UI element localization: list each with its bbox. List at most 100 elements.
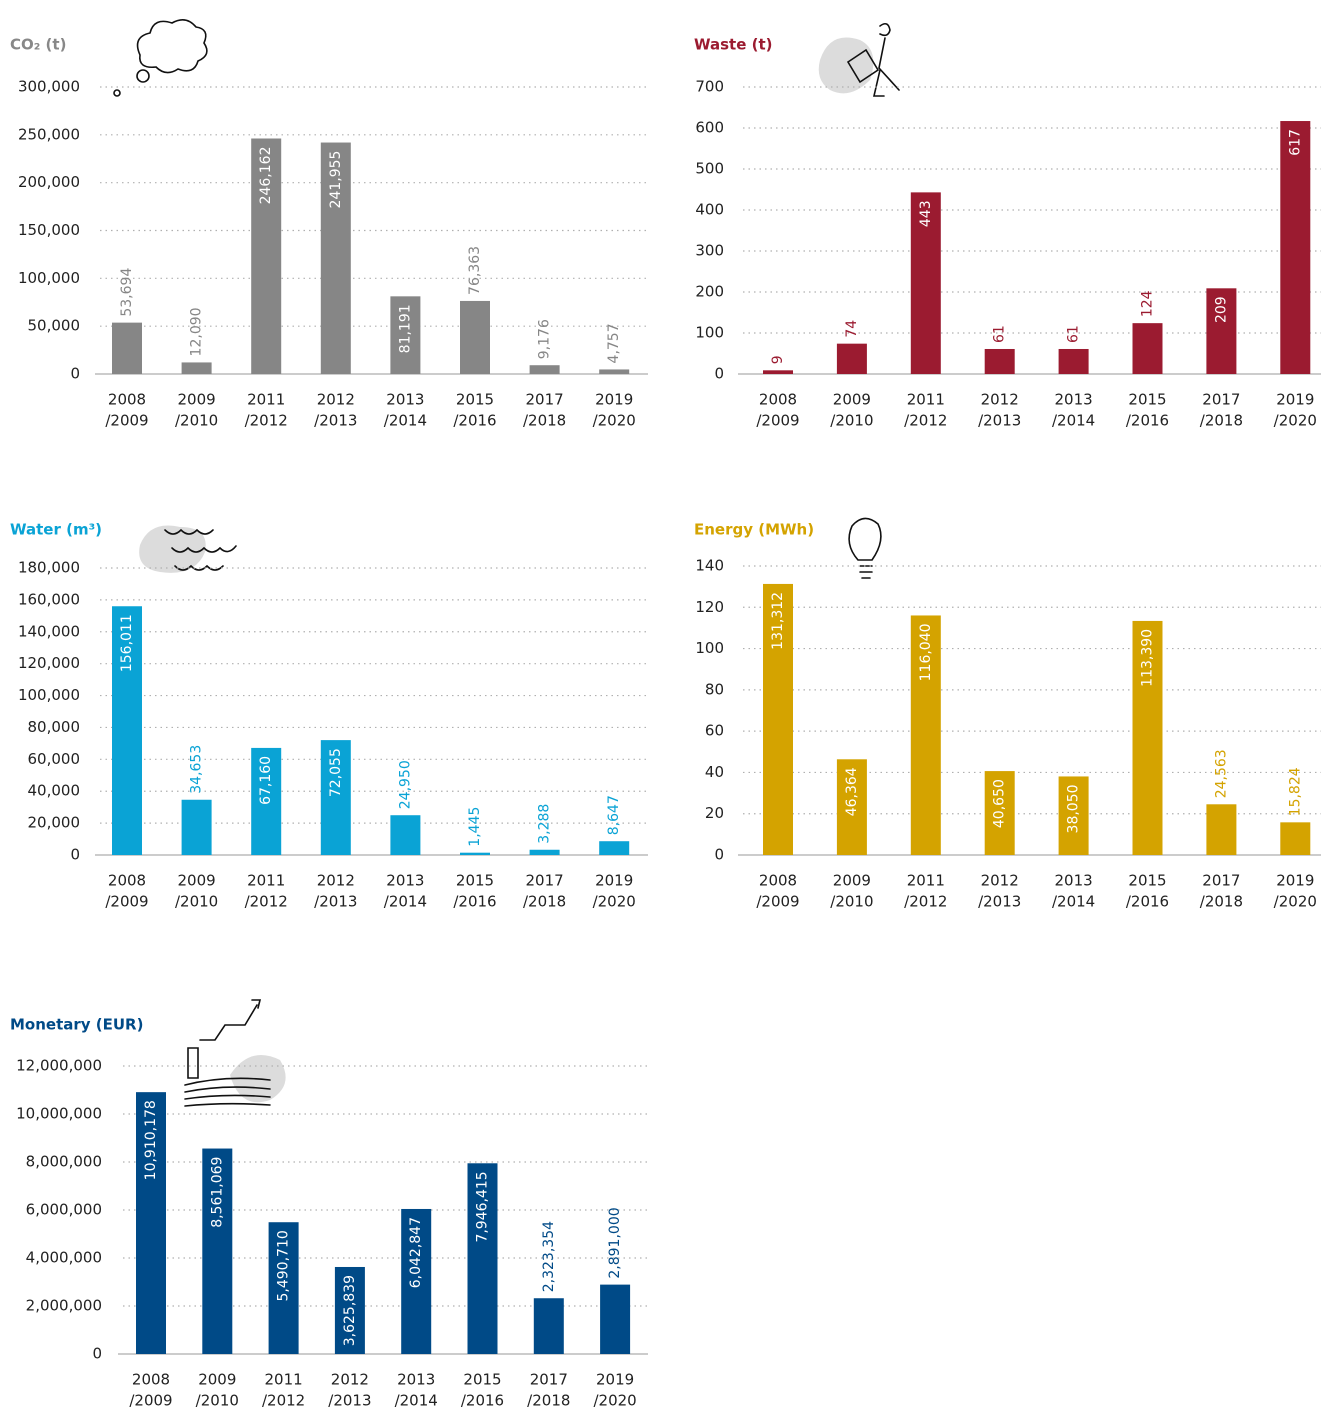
x-tick-label: /2014 — [384, 893, 427, 911]
value-label: 209 — [1213, 296, 1229, 323]
value-label: 113,390 — [1140, 629, 1156, 687]
y-tick-label: 2,000,000 — [26, 1297, 102, 1315]
value-label: 8,647 — [606, 795, 622, 835]
x-tick-label: 2015 — [1128, 872, 1166, 890]
x-tick-label: /2018 — [1200, 412, 1243, 430]
y-tick-label: 200,000 — [18, 173, 80, 191]
x-tick-label: /2010 — [196, 1392, 239, 1407]
x-tick-label: /2020 — [593, 893, 636, 911]
x-tick-label: 2013 — [397, 1371, 435, 1389]
x-tick-label: 2012 — [981, 391, 1019, 409]
bar — [533, 1298, 564, 1354]
value-label: 12,090 — [189, 307, 205, 356]
x-tick-label: 2008 — [108, 391, 146, 409]
x-tick-label: /2016 — [1126, 893, 1169, 911]
value-label: 241,955 — [328, 151, 344, 209]
y-tick-label: 4,000,000 — [26, 1249, 102, 1267]
value-label: 38,050 — [1066, 784, 1082, 833]
x-tick-label: 2009 — [178, 872, 216, 890]
cloud-icon — [113, 89, 121, 97]
x-tick-label: 2012 — [317, 872, 355, 890]
value-label: 3,288 — [537, 804, 553, 844]
x-tick-label: 2008 — [759, 872, 797, 890]
x-tick-label: 2019 — [595, 872, 633, 890]
x-tick-label: 2011 — [907, 391, 945, 409]
x-tick-label: 2009 — [833, 391, 871, 409]
x-tick-label: 2011 — [265, 1371, 303, 1389]
y-tick-label: 0 — [92, 1345, 102, 1363]
x-tick-label: 2013 — [386, 391, 424, 409]
y-tick-label: 40,000 — [28, 782, 81, 800]
bar — [181, 799, 212, 855]
x-tick-label: /2016 — [453, 412, 496, 430]
bar — [599, 369, 630, 374]
y-tick-label: 0 — [714, 365, 724, 383]
value-label: 24,563 — [1213, 749, 1229, 798]
value-label: 9 — [770, 355, 786, 364]
y-tick-label: 40 — [705, 763, 724, 781]
x-tick-label: /2013 — [314, 893, 357, 911]
x-tick-label: /2010 — [175, 412, 218, 430]
x-tick-label: 2008 — [108, 872, 146, 890]
x-tick-label: 2017 — [1202, 872, 1240, 890]
bar — [390, 296, 421, 374]
bar — [320, 142, 351, 374]
y-tick-label: 250,000 — [18, 125, 80, 143]
value-label: 617 — [1287, 129, 1303, 156]
x-tick-label: /2020 — [593, 1392, 636, 1407]
y-tick-label: 100,000 — [18, 269, 80, 287]
x-tick-label: 2008 — [759, 391, 797, 409]
bar — [763, 370, 793, 374]
value-label: 34,653 — [189, 745, 205, 794]
x-tick-label: 2017 — [526, 872, 564, 890]
bar — [910, 192, 941, 374]
x-tick-label: 2012 — [317, 391, 355, 409]
x-tick-label: /2009 — [129, 1392, 172, 1407]
value-label: 15,824 — [1287, 767, 1303, 816]
bar — [984, 348, 1015, 374]
x-tick-label: 2015 — [1128, 391, 1166, 409]
bar — [334, 1266, 365, 1354]
icons — [113, 19, 900, 1107]
y-tick-label: 160,000 — [18, 590, 80, 608]
x-tick-label: 2015 — [456, 391, 494, 409]
bar — [467, 1163, 498, 1354]
y-tick-label: 0 — [70, 846, 80, 864]
value-label: 40,650 — [992, 779, 1008, 828]
y-tick-label: 6,000,000 — [26, 1201, 102, 1219]
value-label: 246,162 — [258, 147, 274, 205]
bar — [320, 740, 351, 855]
bar — [910, 615, 941, 855]
x-tick-label: /2016 — [1126, 412, 1169, 430]
bar — [1206, 288, 1237, 374]
value-label: 10,910,178 — [143, 1100, 159, 1180]
y-tick-label: 0 — [714, 846, 724, 864]
y-tick-label: 500 — [695, 160, 724, 178]
y-tick-label: 60 — [705, 722, 724, 740]
x-tick-label: /2014 — [384, 412, 427, 430]
value-label: 46,364 — [844, 767, 860, 816]
y-tick-label: 100 — [695, 639, 724, 657]
x-tick-label: 2011 — [247, 391, 285, 409]
chart-title: Monetary (EUR) — [10, 1016, 143, 1034]
x-tick-label: /2013 — [978, 893, 1021, 911]
y-tick-label: 180,000 — [18, 559, 80, 577]
value-label: 8,561,069 — [209, 1157, 225, 1228]
y-tick-label: 400 — [695, 201, 724, 219]
value-label: 2,891,000 — [607, 1207, 623, 1278]
waste-icon — [846, 22, 900, 97]
x-tick-label: 2008 — [132, 1371, 170, 1389]
x-tick-label: /2010 — [175, 893, 218, 911]
value-label: 6,042,847 — [408, 1217, 424, 1288]
x-tick-label: /2012 — [245, 412, 288, 430]
x-tick-label: /2010 — [830, 412, 873, 430]
y-tick-label: 700 — [695, 78, 724, 96]
x-tick-label: /2012 — [904, 412, 947, 430]
value-label: 81,191 — [397, 304, 413, 353]
x-tick-label: /2009 — [105, 893, 148, 911]
bar — [401, 1208, 432, 1354]
bar — [984, 771, 1015, 855]
x-tick-label: /2014 — [1052, 893, 1095, 911]
x-tick-label: /2012 — [245, 893, 288, 911]
y-tick-label: 120,000 — [18, 654, 80, 672]
